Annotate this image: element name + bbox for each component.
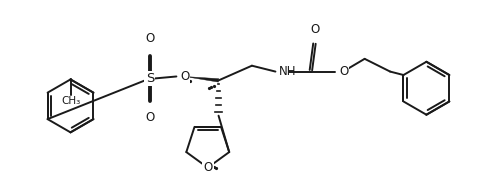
- Polygon shape: [184, 76, 219, 82]
- Text: O: O: [145, 32, 154, 45]
- Text: S: S: [146, 72, 154, 85]
- Text: O: O: [310, 23, 319, 36]
- Text: O: O: [145, 111, 154, 124]
- Text: CH₃: CH₃: [61, 96, 80, 106]
- Text: O: O: [339, 65, 349, 78]
- Text: NH: NH: [280, 65, 297, 78]
- Text: O: O: [180, 70, 190, 83]
- Text: O: O: [203, 161, 212, 174]
